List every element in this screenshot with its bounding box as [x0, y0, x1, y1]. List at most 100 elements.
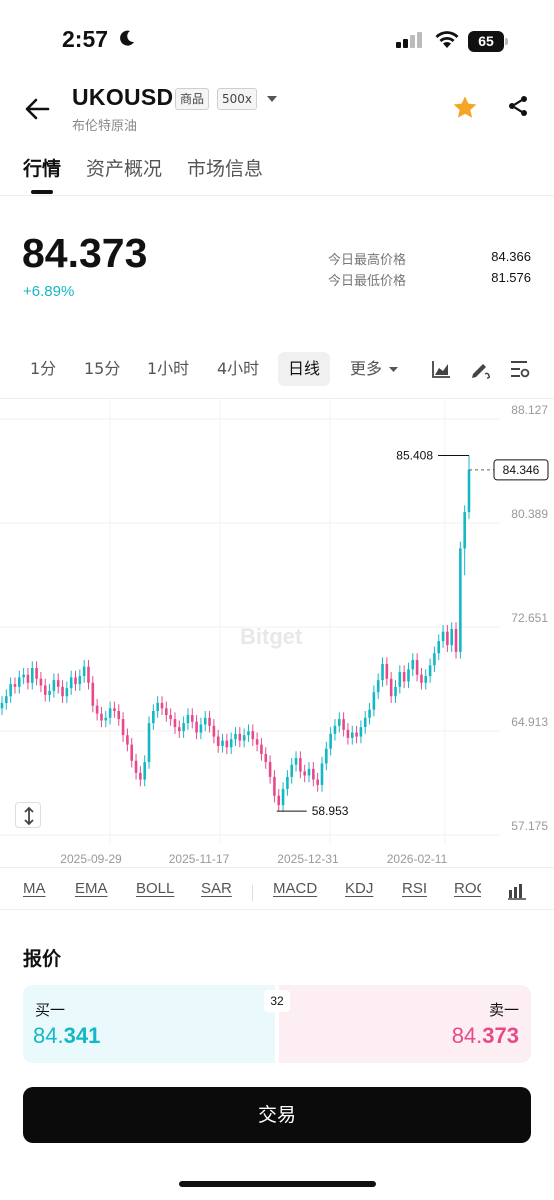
x-axis: 2025-09-29 2025-11-17 2025-12-31 2026-02-11 — [60, 852, 447, 866]
indicator-rsi[interactable]: RSI — [402, 880, 428, 897]
symbol-dropdown-icon[interactable] — [266, 94, 278, 104]
share-icon[interactable] — [506, 94, 530, 118]
x-tick-label: 2026-02-11 — [387, 852, 448, 866]
candle-body — [329, 733, 332, 749]
candle-body — [411, 659, 415, 670]
candle-body — [91, 682, 95, 706]
candle-body — [156, 702, 159, 712]
interval-1h[interactable]: 1小时 — [147, 359, 190, 378]
ask-panel[interactable]: 卖一 84.373 — [279, 985, 531, 1063]
candle-body — [216, 736, 220, 746]
chart-expand-button[interactable] — [15, 802, 41, 828]
ask-price-emphasis: 373 — [482, 1023, 519, 1048]
chart-watermark: Bitget — [240, 624, 303, 649]
candle-body — [325, 748, 328, 764]
tab-market-info[interactable]: 市场信息 — [187, 158, 264, 180]
ask-price: 84.373 — [452, 1023, 519, 1049]
active-tab-indicator — [31, 190, 53, 194]
candle-body — [43, 685, 47, 695]
candle-body — [95, 705, 99, 714]
candle-body — [61, 686, 64, 697]
back-arrow-icon[interactable] — [20, 92, 54, 126]
indicator-ema[interactable]: EMA — [75, 880, 108, 897]
candle-body — [143, 762, 146, 780]
y-axis: 88.127 80.389 72.651 64.913 57.175 — [511, 403, 548, 833]
chart-type-icon[interactable] — [431, 359, 451, 379]
candle-body — [268, 762, 272, 777]
ask-label: 卖一 — [488, 1001, 519, 1019]
quote-title: 报价 — [23, 948, 62, 970]
category-tag: 商品 — [175, 88, 210, 110]
ask-price-prefix: 84. — [451, 1023, 483, 1048]
low-value: 81.576 — [491, 270, 531, 285]
candle-body — [376, 680, 380, 693]
candle-body — [104, 717, 108, 721]
indicator-boll[interactable]: BOLL — [136, 880, 175, 897]
candle-body — [407, 669, 410, 682]
bid-label: 买一 — [35, 1001, 66, 1019]
indicator-sar[interactable]: SAR — [201, 880, 232, 897]
more-caret-icon — [389, 367, 399, 372]
interval-4h[interactable]: 4小时 — [217, 359, 260, 378]
candle-body — [82, 666, 86, 677]
candle-body — [78, 676, 82, 685]
candle-body — [87, 666, 90, 683]
candle-body — [420, 674, 423, 683]
candle-body — [264, 754, 268, 763]
min-marker-label: 58.953 — [312, 804, 349, 818]
draw-tool-icon[interactable] — [470, 359, 492, 379]
candle-body — [117, 711, 121, 720]
interval-1m[interactable]: 1分 — [30, 359, 57, 378]
candle-body — [260, 744, 263, 755]
candle-body — [195, 721, 198, 733]
candle-body — [394, 686, 397, 697]
bid-panel[interactable]: 买一 84.341 — [23, 985, 275, 1063]
tab-asset-overview[interactable]: 资产概况 — [86, 158, 163, 180]
candle-body — [363, 717, 367, 728]
candle-body — [359, 727, 363, 737]
candle-body — [160, 702, 164, 709]
favorite-star-icon[interactable] — [451, 94, 479, 122]
indicator-kdj[interactable]: KDJ — [345, 880, 374, 897]
candle-body — [182, 723, 185, 732]
bid-price-emphasis: 341 — [63, 1023, 101, 1048]
candle-body — [299, 758, 302, 772]
candle-body — [48, 690, 51, 695]
quote-box: 买一 84.341 卖一 84.373 32 — [23, 985, 531, 1063]
tab-market[interactable]: 行情 — [23, 158, 62, 180]
low-label: 今日最低价格 — [328, 274, 407, 289]
candlestick-chart[interactable]: Bitget 88.127 80.389 72.651 64.913 57.175 20… — [0, 399, 554, 869]
candle-body — [13, 684, 17, 687]
indicator-settings-icon[interactable] — [507, 882, 527, 900]
interval-daily[interactable]: 日线 — [278, 352, 331, 386]
instrument-header: UKOUSD 商品 500x 布伦特原油 — [0, 80, 554, 140]
candle-body — [350, 732, 354, 738]
vertical-expand-icon — [24, 806, 34, 826]
candle-body — [273, 776, 276, 796]
candle-body — [333, 725, 337, 734]
current-price-box — [493, 459, 549, 481]
candle-body — [9, 684, 12, 697]
chart-settings-icon[interactable] — [509, 359, 531, 379]
interval-selector: 1分 15分 1小时 4小时 日线 更多 — [0, 352, 554, 388]
indicator-roc[interactable]: ROC — [454, 880, 481, 897]
candle-body — [277, 795, 281, 806]
candle-body — [415, 659, 419, 675]
high-value: 84.366 — [491, 249, 531, 264]
price-change: +6.89% — [23, 283, 75, 300]
indicator-bar: MA EMA BOLL SAR MACD KDJ RSI ROC — [0, 874, 554, 910]
spread-value: 32 — [264, 990, 290, 1012]
candle-body — [173, 719, 177, 728]
trade-button[interactable]: 交易 — [23, 1087, 531, 1143]
candle-body — [5, 696, 8, 703]
bid-price-prefix: 84. — [33, 1023, 64, 1048]
status-time: 2:57 — [62, 26, 109, 52]
price-chart[interactable]: Bitget 88.127 80.389 72.651 64.913 57.175 20… — [0, 398, 554, 868]
interval-more[interactable]: 更多 — [340, 352, 406, 386]
indicator-macd[interactable]: MACD — [273, 880, 318, 897]
interval-15m[interactable]: 15分 — [84, 359, 121, 378]
candle-body — [398, 672, 402, 687]
instrument-symbol[interactable]: UKOUSD — [72, 84, 174, 110]
candle-body — [368, 709, 371, 718]
indicator-ma[interactable]: MA — [23, 880, 46, 897]
